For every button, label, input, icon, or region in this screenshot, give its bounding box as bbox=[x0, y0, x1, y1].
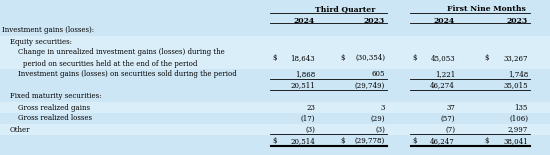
Text: (106): (106) bbox=[509, 115, 528, 122]
Text: 3: 3 bbox=[381, 104, 385, 111]
FancyBboxPatch shape bbox=[0, 124, 550, 135]
Text: (30,354): (30,354) bbox=[355, 54, 385, 62]
Text: 18,643: 18,643 bbox=[290, 54, 315, 62]
Text: 2024: 2024 bbox=[294, 17, 315, 25]
Text: (7): (7) bbox=[445, 126, 455, 133]
Text: 135: 135 bbox=[515, 104, 528, 111]
FancyBboxPatch shape bbox=[0, 80, 550, 91]
Text: 1,221: 1,221 bbox=[434, 71, 455, 78]
Text: $: $ bbox=[272, 137, 277, 145]
Text: 45,053: 45,053 bbox=[430, 54, 455, 62]
Text: $: $ bbox=[412, 54, 416, 62]
Text: 605: 605 bbox=[371, 71, 385, 78]
FancyBboxPatch shape bbox=[0, 69, 550, 80]
FancyBboxPatch shape bbox=[0, 36, 550, 47]
Text: Third Quarter: Third Quarter bbox=[315, 5, 375, 13]
Text: $: $ bbox=[484, 54, 488, 62]
Text: period on securities held at the end of the period: period on securities held at the end of … bbox=[23, 60, 197, 67]
Text: $: $ bbox=[340, 54, 344, 62]
Text: (29,778): (29,778) bbox=[355, 137, 385, 145]
Text: 20,511: 20,511 bbox=[290, 82, 315, 89]
Text: 2023: 2023 bbox=[507, 17, 528, 25]
FancyBboxPatch shape bbox=[0, 25, 550, 36]
FancyBboxPatch shape bbox=[0, 91, 550, 102]
Text: 2024: 2024 bbox=[434, 17, 455, 25]
Text: Gross realized losses: Gross realized losses bbox=[18, 115, 92, 122]
Text: 37: 37 bbox=[446, 104, 455, 111]
Text: Investment gains (losses) on securities sold during the period: Investment gains (losses) on securities … bbox=[18, 71, 237, 78]
Text: First Nine Months: First Nine Months bbox=[447, 5, 526, 13]
Text: 2,997: 2,997 bbox=[508, 126, 528, 133]
FancyBboxPatch shape bbox=[0, 102, 550, 113]
Text: (57): (57) bbox=[441, 115, 455, 122]
Text: 2023: 2023 bbox=[364, 17, 385, 25]
Text: (3): (3) bbox=[305, 126, 315, 133]
Text: $: $ bbox=[272, 54, 277, 62]
Text: Investment gains (losses):: Investment gains (losses): bbox=[2, 27, 94, 35]
FancyBboxPatch shape bbox=[0, 47, 550, 69]
Text: Other: Other bbox=[10, 126, 30, 133]
Text: 38,041: 38,041 bbox=[503, 137, 528, 145]
Text: 1,748: 1,748 bbox=[508, 71, 528, 78]
FancyBboxPatch shape bbox=[0, 113, 550, 124]
Text: Equity securities:: Equity securities: bbox=[10, 38, 72, 46]
Text: 1,868: 1,868 bbox=[295, 71, 315, 78]
Text: (3): (3) bbox=[375, 126, 385, 133]
Text: $: $ bbox=[340, 137, 344, 145]
Text: Fixed maturity securities:: Fixed maturity securities: bbox=[10, 93, 102, 100]
FancyBboxPatch shape bbox=[0, 135, 550, 147]
Text: (29): (29) bbox=[371, 115, 385, 122]
Text: Change in unrealized investment gains (losses) during the: Change in unrealized investment gains (l… bbox=[18, 49, 225, 57]
Text: 35,015: 35,015 bbox=[503, 82, 528, 89]
Text: 33,267: 33,267 bbox=[503, 54, 528, 62]
Text: 46,247: 46,247 bbox=[430, 137, 455, 145]
Text: 20,514: 20,514 bbox=[290, 137, 315, 145]
Text: Gross realized gains: Gross realized gains bbox=[18, 104, 90, 111]
Text: 46,274: 46,274 bbox=[430, 82, 455, 89]
Text: 23: 23 bbox=[306, 104, 315, 111]
Text: $: $ bbox=[412, 137, 416, 145]
Text: (29,749): (29,749) bbox=[355, 82, 385, 89]
Text: (17): (17) bbox=[300, 115, 315, 122]
Text: $: $ bbox=[484, 137, 488, 145]
